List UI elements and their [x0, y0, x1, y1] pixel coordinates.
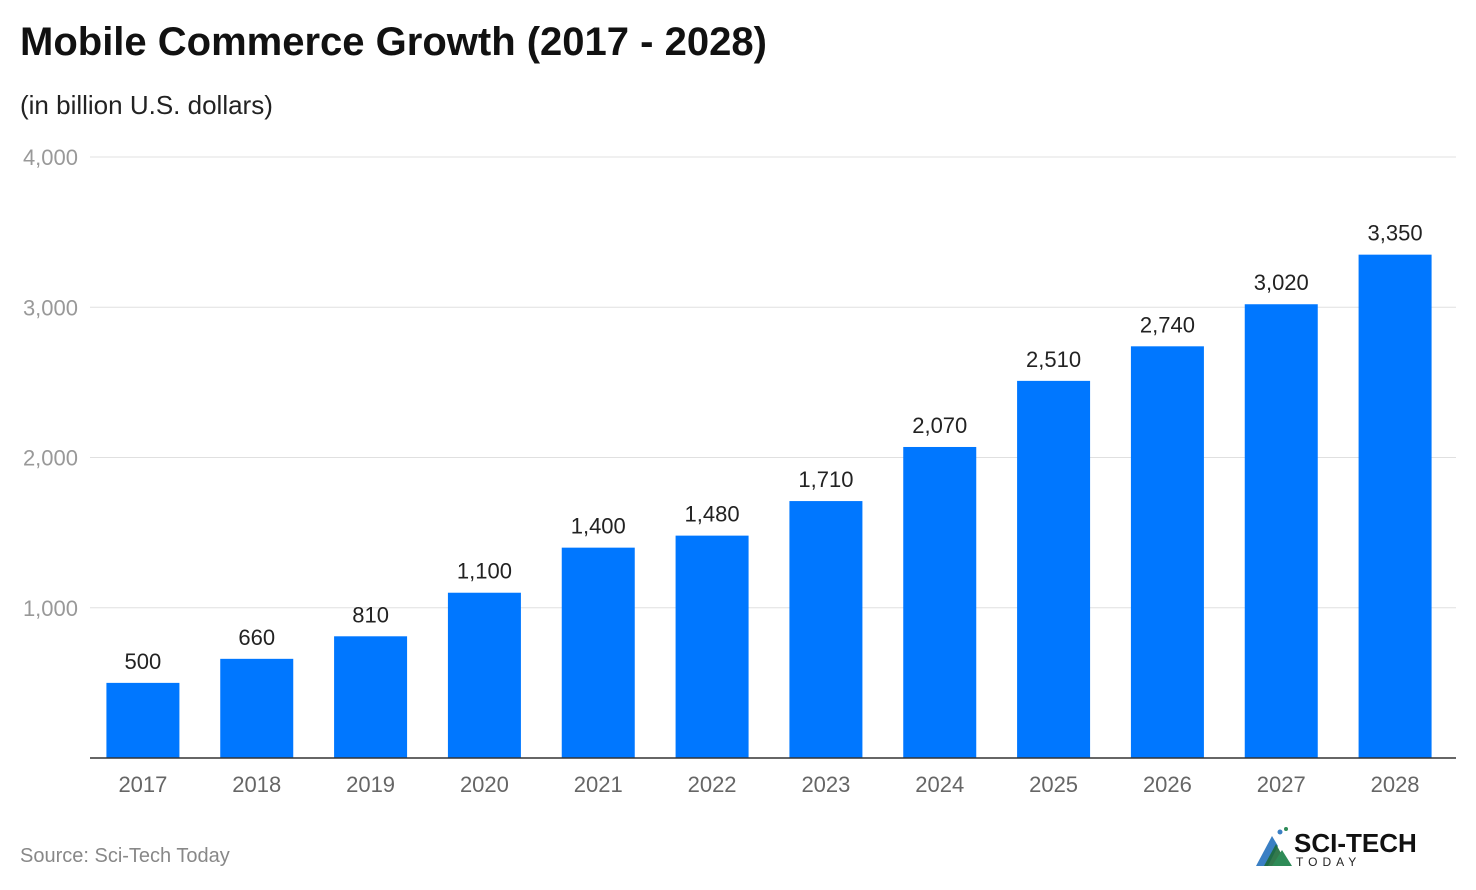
- x-tick-label: 2017: [118, 772, 167, 797]
- y-tick-label: 3,000: [23, 295, 78, 320]
- bar: [675, 535, 749, 758]
- bar: [1358, 254, 1432, 758]
- bar: [334, 636, 408, 758]
- bar: [1017, 380, 1091, 758]
- data-label: 1,100: [457, 559, 512, 584]
- data-label: 2,070: [912, 413, 967, 438]
- data-label: 2,740: [1140, 312, 1195, 337]
- bar: [106, 682, 180, 758]
- sci-tech-today-logo: SCI-TECH TODAY: [1256, 827, 1417, 869]
- x-tick-label: 2020: [460, 772, 509, 797]
- bar: [1130, 346, 1204, 758]
- bar: [1244, 304, 1318, 758]
- y-tick-label: 1,000: [23, 596, 78, 621]
- bar: [220, 658, 294, 758]
- chart-title: Mobile Commerce Growth (2017 - 2028): [20, 20, 767, 64]
- chart-subtitle: (in billion U.S. dollars): [20, 90, 273, 120]
- source-note: Source: Sci-Tech Today: [20, 845, 230, 867]
- data-label: 2,510: [1026, 347, 1081, 372]
- x-tick-label: 2026: [1143, 772, 1192, 797]
- data-label: 1,480: [685, 502, 740, 527]
- data-label: 660: [238, 625, 275, 650]
- x-tick-label: 2024: [915, 772, 964, 797]
- x-tick-label: 2021: [574, 772, 623, 797]
- data-label: 3,350: [1368, 221, 1423, 246]
- data-label: 3,020: [1254, 270, 1309, 295]
- bar: [903, 446, 977, 758]
- data-label: 1,710: [798, 467, 853, 492]
- data-label: 500: [125, 649, 162, 674]
- bar-chart: 1,000 2,000 3,000 4,000 500 2017 660 2018 810 201…: [23, 145, 1456, 797]
- svg-text:TODAY: TODAY: [1296, 855, 1361, 869]
- x-tick-label: 2028: [1371, 772, 1420, 797]
- x-tick-label: 2018: [232, 772, 281, 797]
- data-label: 1,400: [571, 514, 626, 539]
- x-tick-label: 2025: [1029, 772, 1078, 797]
- svg-text:SCI-TECH: SCI-TECH: [1294, 828, 1417, 858]
- x-tick-label: 2023: [801, 772, 850, 797]
- bar: [789, 501, 863, 758]
- y-tick-label: 2,000: [23, 446, 78, 471]
- y-tick-label: 4,000: [23, 145, 78, 170]
- x-tick-label: 2019: [346, 772, 395, 797]
- x-tick-label: 2022: [688, 772, 737, 797]
- bar: [561, 547, 635, 758]
- x-tick-label: 2027: [1257, 772, 1306, 797]
- bar: [447, 592, 521, 758]
- data-label: 810: [352, 602, 389, 627]
